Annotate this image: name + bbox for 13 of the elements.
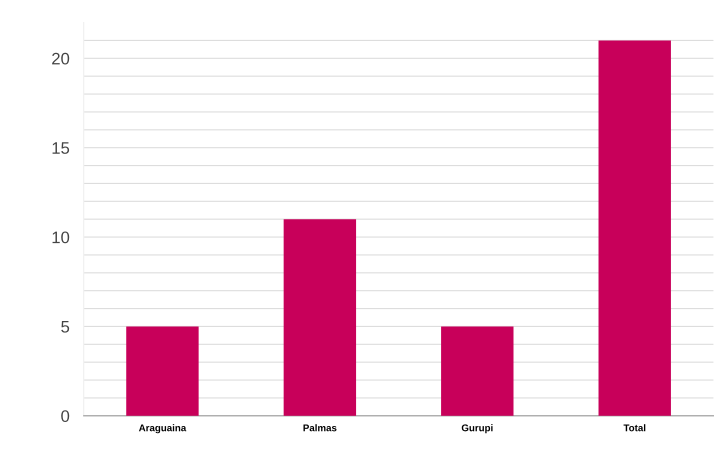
x-tick-label: Palmas	[303, 424, 336, 432]
bar	[598, 40, 671, 416]
x-tick-label: Total	[624, 424, 646, 432]
y-tick-label: 20	[52, 52, 70, 65]
y-tick-label: 10	[52, 231, 70, 244]
y-tick-label: 15	[52, 142, 70, 154]
y-tick-label: 0	[61, 410, 70, 422]
bar	[284, 219, 356, 416]
x-tick-label: Araguaina	[138, 424, 186, 434]
y-tick-label: 5	[61, 321, 70, 333]
bar	[441, 326, 514, 416]
bar	[126, 326, 199, 416]
x-tick-label: Gurupi	[462, 424, 493, 434]
